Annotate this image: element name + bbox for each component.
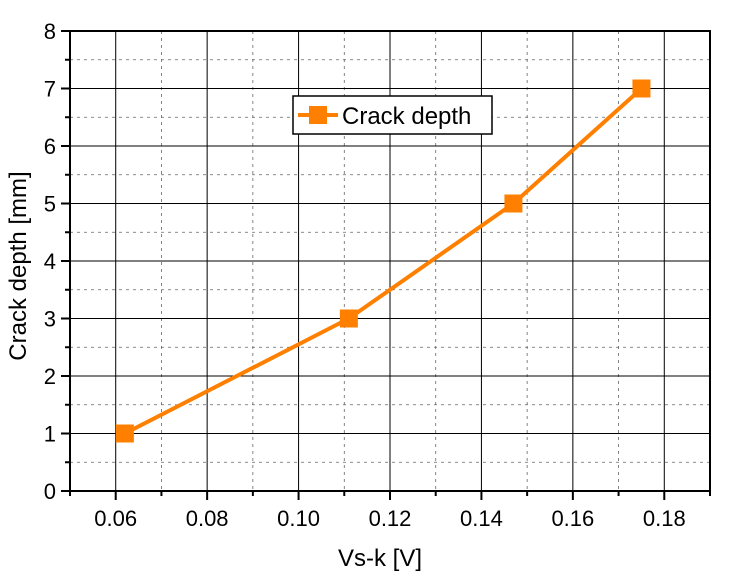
y-tick-label: 1 <box>44 422 56 447</box>
x-tick-label: 0.18 <box>643 506 686 531</box>
axis-ticks: 0.06 0.08 0.10 0.12 0.14 0.16 0.18 0 1 2 3 4 5 6 7 8 <box>44 19 711 531</box>
y-tick-label: 8 <box>44 19 56 44</box>
data-point <box>632 79 651 98</box>
x-tick-label: 0.14 <box>460 506 503 531</box>
legend-marker <box>309 106 327 124</box>
data-point <box>339 309 358 328</box>
x-tick-label: 0.10 <box>277 506 320 531</box>
y-axis-label: Crack depth [mm] <box>5 171 32 360</box>
x-tick-label: 0.16 <box>551 506 594 531</box>
legend-label: Crack depth <box>342 103 471 130</box>
x-axis-label: Vs-k [V] <box>338 545 422 572</box>
series-line <box>123 87 643 436</box>
x-tick-label: 0.08 <box>186 506 229 531</box>
y-tick-label: 4 <box>44 249 56 274</box>
x-tick-label: 0.06 <box>94 506 137 531</box>
legend: Crack depth <box>292 95 493 135</box>
data-point <box>115 424 134 443</box>
y-tick-label: 0 <box>44 479 56 504</box>
y-tick-label: 5 <box>44 192 56 217</box>
y-tick-label: 7 <box>44 77 56 102</box>
y-tick-label: 2 <box>44 364 56 389</box>
y-tick-label: 6 <box>44 134 56 159</box>
y-tick-label: 3 <box>44 307 56 332</box>
data-point <box>504 194 523 213</box>
series-layer <box>115 79 651 443</box>
x-tick-label: 0.12 <box>369 506 412 531</box>
grid <box>70 31 710 491</box>
